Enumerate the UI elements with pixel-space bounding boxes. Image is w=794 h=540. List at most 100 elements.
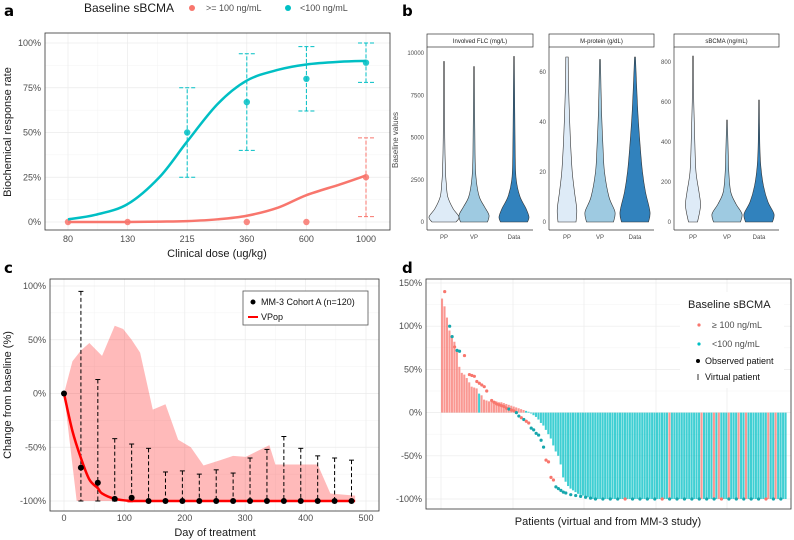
observed-patient-point [519, 416, 523, 420]
virtual-patient-bar [638, 412, 641, 499]
observed-patient-point [450, 334, 454, 339]
virtual-patient-bar [567, 412, 570, 487]
violin [498, 56, 530, 223]
y-tick-label: 600 [661, 100, 672, 106]
observed-patient-point [712, 497, 716, 501]
virtual-patient-bar [557, 412, 560, 456]
virtual-patient-bar [537, 412, 540, 420]
virtual-patient-bar [527, 411, 530, 413]
observed-patient-point [497, 403, 501, 407]
virtual-patient-bar [742, 412, 745, 499]
observed-patient-point [512, 409, 516, 413]
y-tick-label: 5000 [411, 136, 425, 142]
data-point [243, 218, 250, 226]
x-tick-label: 500 [358, 513, 373, 523]
virtual-patient-bar [579, 412, 582, 495]
legend-c: MM-3 Cohort A (n=120) VPop [242, 290, 369, 326]
observed-patient-point [467, 372, 472, 377]
virtual-patient-bar [492, 401, 495, 413]
legend-d-high-label: ≥ 100 ng/mL [712, 320, 762, 330]
virtual-patient-bar [631, 412, 634, 499]
y-tick-label: 150% [399, 278, 422, 288]
virtual-patient-bar [549, 412, 552, 439]
observed-patient-point [527, 421, 531, 425]
observed-patient-point [532, 428, 536, 432]
y-tick-label: 0 [421, 220, 425, 226]
observed-patient-point [660, 497, 664, 501]
virtual-patient-bar [730, 412, 733, 499]
data-point [243, 98, 250, 106]
observed-patient-point [529, 426, 533, 430]
observed-patient-point [756, 497, 761, 501]
observed-patient-point [475, 379, 479, 384]
virtual-patient-bar [529, 412, 533, 414]
virtual-patient-bar [453, 341, 456, 413]
panel-label-c: c [4, 259, 13, 277]
virtual-patient-bar [653, 412, 656, 499]
data-point [303, 75, 310, 83]
observed-patient-point [638, 497, 642, 501]
virtual-patient-bar [702, 412, 706, 499]
observed-patient-point [682, 497, 687, 501]
virtual-patient-bar [497, 402, 500, 413]
virtual-patient-bar [646, 412, 649, 499]
x-tick-label: 130 [120, 234, 135, 244]
virtual-patient-bar [473, 387, 476, 413]
observed-patient-point [507, 407, 511, 411]
virtual-patient-bar [636, 412, 639, 499]
virtual-patient-bar [712, 412, 715, 499]
observed-patient-point [509, 408, 514, 412]
facet-strip [548, 33, 655, 48]
y-tick-label: 50% [404, 364, 422, 374]
virtual-patient-bar [589, 412, 592, 499]
virtual-patient-bar [777, 412, 780, 499]
virtual-patient-bar [648, 412, 651, 499]
virtual-patient-bar [609, 412, 612, 499]
observed-patient-point [457, 349, 462, 353]
legend-a-marker-high [189, 5, 195, 11]
facet-title: Involved FLC (mg/L) [453, 39, 507, 45]
virtual-patient-bar [522, 410, 525, 413]
observed-patient-point [504, 406, 509, 410]
x-tick-label: 200 [177, 513, 192, 523]
virtual-patient-bar [633, 412, 636, 499]
virtual-patient-bar [722, 412, 725, 499]
violin [458, 66, 490, 223]
virtual-patient-bar [752, 412, 755, 499]
virtual-patient-bar [784, 412, 787, 499]
x-tick-label: 400 [298, 513, 313, 523]
virtual-patient-bar [727, 412, 730, 499]
virtual-patient-bar [586, 412, 589, 498]
observed-patient-point [690, 497, 694, 501]
virtual-patient-bar [769, 412, 772, 499]
observed-patient-point [522, 417, 526, 422]
y-axis-label-a: Biochemical response rate [2, 67, 14, 197]
panel-a-chart: Baseline sBCMA >= 100 ng/mL <100 ng/mL C… [2, 1, 391, 260]
observed-patient-point [524, 419, 528, 423]
data-point [184, 129, 191, 136]
y-tick-label: -100% [20, 496, 46, 506]
observed-patient-point [462, 353, 467, 358]
virtual-patient-bar [774, 412, 777, 499]
observed-patient-point [749, 497, 753, 501]
virtual-patient-bar [562, 412, 565, 478]
observed-patient-point [593, 497, 598, 501]
x-axis-label-c: Day of treatment [174, 527, 255, 539]
virtual-patient-bar [564, 412, 567, 482]
observed-patient-point [455, 348, 459, 352]
y-tick-label: -100% [396, 494, 422, 504]
virtual-patient-bar [725, 412, 728, 499]
virtual-patient-bar [658, 412, 661, 499]
virtual-patient-bar [596, 412, 599, 499]
observed-patient-point [779, 497, 783, 501]
virtual-patient-bar [616, 412, 619, 499]
observed-mean-point [145, 498, 152, 504]
observed-mean-point [297, 498, 304, 504]
observed-patient-point [588, 496, 593, 500]
observed-patient-point [675, 497, 679, 501]
virtual-patient-bar [621, 412, 624, 499]
observed-patient-point [697, 497, 701, 501]
virtual-patient-bar [468, 382, 471, 413]
observed-mean-point [111, 495, 118, 502]
